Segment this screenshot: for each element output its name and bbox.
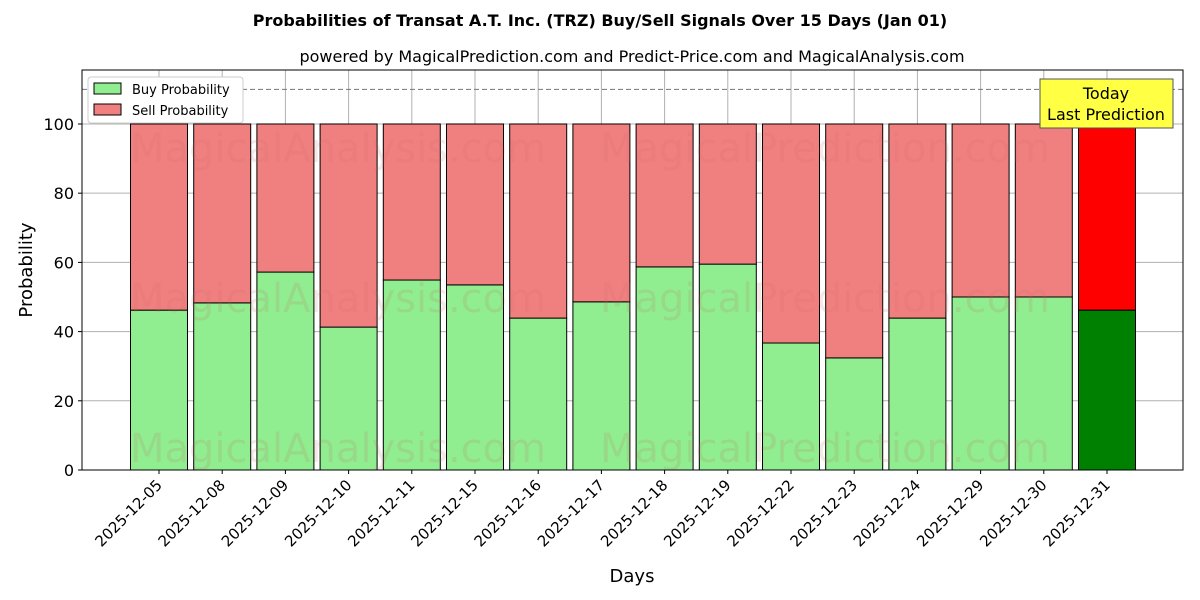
sell-bar — [1078, 123, 1136, 311]
x-tick-label: 2025-12-18 — [597, 476, 671, 550]
y-tick-label: 40 — [54, 323, 74, 342]
bars — [130, 123, 1136, 471]
watermark: MagicalAnalysis.com — [130, 426, 546, 472]
buy-bar — [825, 357, 884, 471]
buy-bar — [1078, 309, 1136, 471]
x-tick-label: 2025-12-17 — [534, 476, 608, 550]
buy-bar — [446, 284, 504, 471]
legend-buy-label: Buy Probability — [132, 83, 230, 98]
x-tick-label: 2025-12-31 — [1039, 476, 1113, 550]
y-tick-label: 80 — [54, 184, 74, 203]
x-tick-label: 2025-12-24 — [850, 476, 924, 550]
y-tick-label: 60 — [54, 253, 74, 272]
sell-bar — [193, 123, 252, 304]
x-tick-label: 2025-12-15 — [407, 476, 481, 550]
chart-title: Probabilities of Transat A.T. Inc. (TRZ)… — [253, 11, 947, 30]
sell-bar — [951, 123, 1010, 298]
annotation-line2: Last Prediction — [1047, 105, 1165, 124]
sell-bar — [572, 123, 631, 303]
chart-subtitle: powered by MagicalPrediction.com and Pre… — [299, 47, 964, 66]
buy-bar — [698, 263, 757, 471]
x-tick-label: 2025-12-23 — [787, 476, 861, 550]
watermark: MagicalAnalysis.com — [130, 126, 546, 172]
watermark: MagicalPrediction.com — [600, 126, 1050, 172]
x-tick-label: 2025-12-11 — [344, 476, 418, 550]
sell-bar — [762, 123, 820, 344]
watermark: MagicalAnalysis.com — [130, 276, 546, 322]
today-annotation: Today Last Prediction — [1039, 78, 1174, 129]
x-tick-label: 2025-12-08 — [155, 476, 229, 550]
y-tick-label: 20 — [54, 392, 74, 411]
buy-bar — [888, 317, 947, 471]
legend-sell-swatch — [93, 103, 122, 116]
x-tick-label: 2025-12-10 — [281, 476, 355, 550]
x-tick-label: 2025-12-22 — [723, 476, 797, 550]
annotation-line1: Today — [1082, 84, 1129, 103]
x-tick-label: 2025-12-29 — [913, 476, 987, 550]
legend: Buy Probability Sell Probability — [87, 76, 244, 124]
sell-bar — [130, 123, 188, 311]
sell-bar — [888, 123, 947, 319]
y-tick-label: 100 — [43, 115, 74, 134]
buy-bar — [635, 266, 694, 471]
buy-bar — [572, 301, 631, 471]
x-tick-label: 2025-12-19 — [660, 476, 734, 550]
sell-bar — [635, 123, 694, 268]
watermarks: MagicalAnalysis.com MagicalPrediction.com… — [130, 126, 1050, 472]
x-tick-label: 2025-12-05 — [91, 476, 165, 550]
y-axis-label: Probability — [16, 222, 37, 317]
legend-sell-label: Sell Probability — [132, 104, 229, 119]
sell-bar — [319, 123, 378, 328]
buy-bar — [193, 302, 252, 471]
sell-bar — [698, 123, 757, 265]
sell-bar — [509, 123, 568, 319]
x-tick-label: 2025-12-30 — [976, 476, 1050, 550]
watermark: MagicalPrediction.com — [600, 426, 1050, 472]
buy-bar — [509, 317, 568, 471]
plot-frame — [81, 69, 1184, 471]
buy-bar — [256, 271, 315, 471]
buy-bar — [762, 342, 820, 471]
x-axis-label: Days — [610, 566, 655, 587]
x-tick-label: 2025-12-16 — [471, 476, 545, 550]
buy-bar — [382, 279, 441, 471]
buy-bar — [319, 326, 378, 471]
sell-bar — [1014, 123, 1073, 298]
watermark: MagicalPrediction.com — [600, 276, 1050, 322]
sell-bar — [256, 123, 315, 273]
legend-buy-swatch — [93, 82, 122, 95]
sell-bar — [825, 123, 884, 359]
sell-bar — [382, 123, 441, 281]
sell-bar — [446, 123, 504, 286]
y-tick-label: 0 — [64, 461, 74, 480]
x-tick-label: 2025-12-09 — [218, 476, 292, 550]
